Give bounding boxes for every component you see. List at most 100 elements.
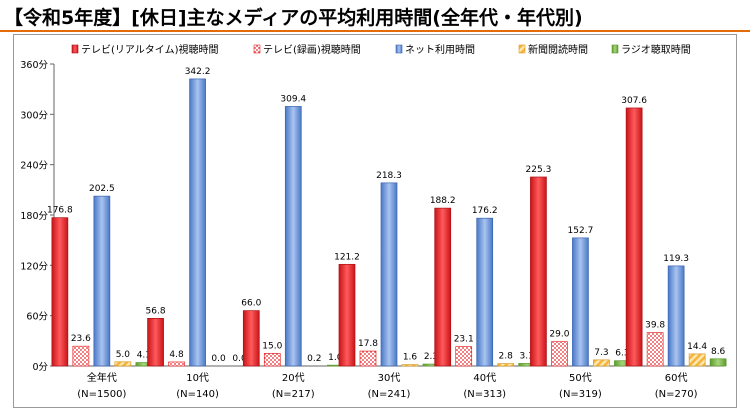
data-label: 218.3 <box>376 171 402 181</box>
x-tick-sublabel: (N=1500) <box>77 389 126 400</box>
x-tick-sublabel: (N=140) <box>176 389 219 400</box>
data-label: 0.2 <box>307 354 321 364</box>
data-label: 1.6 <box>403 353 418 363</box>
legend-swatch <box>395 44 403 54</box>
legend-swatch <box>71 44 79 54</box>
data-label: 202.5 <box>89 184 115 194</box>
data-label: 2.8 <box>499 352 514 362</box>
bar <box>338 263 356 367</box>
bar <box>359 350 377 367</box>
bar <box>709 358 727 367</box>
bar <box>401 364 419 367</box>
bar <box>114 361 132 367</box>
data-label: 176.8 <box>47 206 73 216</box>
legend-label: テレビ(録画)視聴時間 <box>263 43 361 56</box>
data-label: 176.2 <box>472 206 498 216</box>
data-label: 1.0 <box>328 353 343 363</box>
bar <box>572 237 589 367</box>
bar <box>646 332 664 367</box>
bar <box>434 207 452 367</box>
legend-swatch <box>611 44 619 54</box>
x-tick-sublabel: (N=319) <box>559 389 602 400</box>
data-label: 29.0 <box>549 330 569 340</box>
data-label: 3.1 <box>520 351 534 361</box>
data-label: 342.2 <box>185 67 211 77</box>
data-label: 23.1 <box>454 335 474 345</box>
data-label: 4.8 <box>169 350 184 360</box>
y-tick-label: 360分 <box>20 60 48 71</box>
x-tick-label: 60代 <box>665 372 688 384</box>
bar-chart: テレビ(リアルタイム)視聴時間 テレビ(録画)視聴時間 ネット利用時間 新聞閲読時間 ラ… <box>20 43 727 400</box>
data-label: 225.3 <box>526 165 552 175</box>
y-tick-label: 0分 <box>32 362 48 373</box>
bar <box>688 353 706 367</box>
bar <box>551 341 568 367</box>
bar <box>284 106 302 367</box>
data-label: 119.3 <box>663 254 689 264</box>
bar <box>497 363 515 367</box>
data-label: 309.4 <box>280 94 306 104</box>
bar <box>51 217 69 367</box>
y-tick-label: 60分 <box>26 312 48 323</box>
bar <box>625 107 643 367</box>
bar <box>476 217 494 367</box>
legend-swatch <box>518 44 526 54</box>
data-label: 188.2 <box>430 196 456 206</box>
data-label: 14.4 <box>687 342 707 352</box>
y-tick-label: 120分 <box>20 261 48 272</box>
legend-label: テレビ(リアルタイム)視聴時間 <box>81 43 219 56</box>
bar <box>93 195 111 367</box>
bar <box>455 346 473 367</box>
x-tick-label: 40代 <box>473 372 496 384</box>
x-tick-sublabel: (N=270) <box>655 389 698 400</box>
legend: テレビ(リアルタイム)視聴時間 テレビ(録画)視聴時間 ネット利用時間 新聞閲読時間 ラ… <box>71 43 691 56</box>
bar <box>72 345 90 367</box>
bar <box>667 265 685 367</box>
data-label: 17.8 <box>358 339 378 349</box>
x-tick-sublabel: (N=313) <box>463 389 506 400</box>
data-label: 56.8 <box>146 306 166 316</box>
bar <box>242 310 260 367</box>
bar <box>530 176 547 367</box>
x-tick-label: 20代 <box>282 372 305 384</box>
title-rule <box>0 30 750 32</box>
bar <box>147 318 164 367</box>
data-label: 66.0 <box>241 299 261 309</box>
data-label: 0.0 <box>232 354 247 364</box>
legend-label: ネット利用時間 <box>405 44 475 56</box>
data-label: 8.6 <box>711 347 726 357</box>
y-tick-label: 240分 <box>20 161 48 172</box>
y-axis: 0分 60分 120分 180分 240分 300分 360分 <box>20 60 724 373</box>
x-tick-label: 10代 <box>186 372 209 384</box>
legend-swatch <box>253 44 261 54</box>
chart-frame: テレビ(リアルタイム)視聴時間 テレビ(録画)視聴時間 ネット利用時間 新聞閲読時間 ラ… <box>13 34 737 408</box>
x-axis-labels: 全年代 (N=1500) 10代 (N=140) 20代 (N=217) 30代 (N=241… <box>77 371 697 400</box>
bars: 176.8 23.6 202.5 5.0 4.1 56.8 4.8 342.2 0.0 0.0 66… <box>47 67 727 367</box>
data-label: 0.0 <box>211 354 226 364</box>
data-label: 6.3 <box>615 349 629 359</box>
data-label: 7.3 <box>594 348 608 358</box>
page-title: 【令和5年度】[休日]主なメディアの平均利用時間(全年代・年代別) <box>4 7 583 29</box>
data-label: 307.6 <box>621 96 647 106</box>
y-tick-label: 180分 <box>20 211 48 222</box>
bar <box>593 359 610 367</box>
legend-label: ラジオ聴取時間 <box>621 44 691 56</box>
data-label: 2.3 <box>424 352 438 362</box>
x-tick-label: 全年代 <box>87 371 117 384</box>
data-label: 39.8 <box>645 321 665 331</box>
y-tick-label: 300分 <box>20 110 48 121</box>
x-tick-label: 50代 <box>569 372 592 384</box>
bar <box>380 182 398 367</box>
bar <box>263 353 281 367</box>
legend-label: 新聞閲読時間 <box>528 43 588 56</box>
data-label: 4.1 <box>137 351 151 361</box>
x-tick-label: 30代 <box>378 372 401 384</box>
x-tick-sublabel: (N=241) <box>368 389 411 400</box>
data-label: 5.0 <box>116 350 131 360</box>
data-label: 23.6 <box>71 334 91 344</box>
x-tick-sublabel: (N=217) <box>272 389 315 400</box>
data-label: 121.2 <box>334 252 360 262</box>
bar <box>168 361 185 367</box>
data-label: 152.7 <box>568 226 594 236</box>
data-label: 15.0 <box>262 341 282 351</box>
